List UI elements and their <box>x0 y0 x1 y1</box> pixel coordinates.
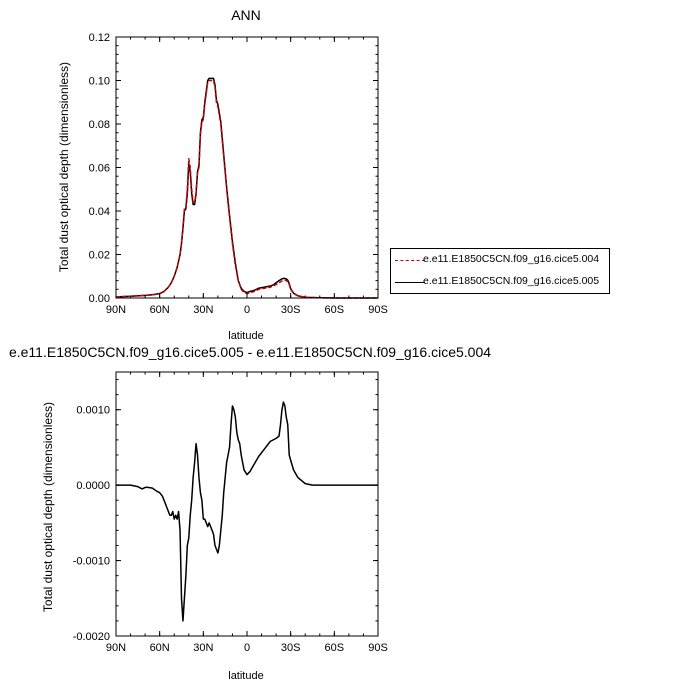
bottom-plot-frame <box>115 371 379 637</box>
bottom-x-tick-label: 60N <box>150 642 170 654</box>
top-panel: ANN Total dust optical depth (dimensionl… <box>57 7 388 342</box>
legend-item-005: e.e11.E1850C5CN.f09_g16.cice5.005 <box>391 273 609 293</box>
bottom-x-tick-label: 30S <box>281 642 301 654</box>
bottom-x-tick-label: 60S <box>325 642 345 654</box>
top-y-tick-label: 0.12 <box>89 32 110 44</box>
bottom-panel: e.e11.E1850C5CN.f09_g16.cice5.005 - e.e1… <box>9 344 491 682</box>
legend-swatch-solid-black <box>395 282 425 283</box>
top-y-axis-label: Total dust optical depth (dimensionless) <box>57 62 71 272</box>
top-legend: e.e11.E1850C5CN.f09_g16.cice5.004 e.e11.… <box>390 248 610 294</box>
bottom-y-tick-label: -0.0020 <box>73 631 110 643</box>
top-y-tick-label: 0.02 <box>89 250 110 262</box>
top-x-tick-label: 30S <box>281 304 301 316</box>
bottom-axis-ticks: 90N 60N 30N 0 30S 60S 90S -0.0020 -0.0010 0.0000 0… <box>73 372 388 654</box>
bottom-y-tick-label: 0.0010 <box>76 405 110 417</box>
bottom-chart-title: e.e11.E1850C5CN.f09_g16.cice5.005 - e.e1… <box>9 344 491 360</box>
top-x-axis-label: latitude <box>228 330 263 342</box>
top-plot-frame <box>115 36 379 299</box>
top-y-tick-label: 0.00 <box>89 293 110 305</box>
top-x-tick-label: 90N <box>106 304 126 316</box>
bottom-x-tick-label: 0 <box>244 642 250 654</box>
top-y-tick-label: 0.10 <box>89 76 110 88</box>
top-chart-title: ANN <box>231 7 261 23</box>
legend-label-004: e.e11.E1850C5CN.f09_g16.cice5.004 <box>423 253 600 265</box>
top-y-tick-label: 0.04 <box>89 206 110 218</box>
bottom-x-tick-label: 90N <box>106 642 126 654</box>
bottom-y-tick-label: -0.0010 <box>73 556 110 568</box>
top-series-line-1 <box>115 77 378 299</box>
top-x-tick-label: 0 <box>244 304 250 316</box>
bottom-x-tick-label: 90S <box>368 642 388 654</box>
bottom-y-tick-label: 0.0000 <box>76 480 110 492</box>
bottom-x-tick-label: 30N <box>193 642 213 654</box>
top-x-tick-label: 60S <box>325 304 345 316</box>
bottom-series-line-0 <box>116 401 378 622</box>
legend-label-005: e.e11.E1850C5CN.f09_g16.cice5.005 <box>423 275 600 287</box>
bottom-series-group <box>116 401 378 622</box>
legend-swatch-dashed-red <box>395 260 425 261</box>
legend-item-004: e.e11.E1850C5CN.f09_g16.cice5.004 <box>391 251 609 271</box>
top-axis-ticks: 90N 60N 30N 0 30S 60S 90S 0.00 0.02 0.04 0.06 0.08 0… <box>89 32 388 316</box>
top-x-tick-label: 60N <box>150 304 170 316</box>
bottom-y-axis-label: Total dust optical depth (dimensionless) <box>41 402 55 612</box>
top-y-tick-label: 0.06 <box>89 163 110 175</box>
top-series-group <box>115 77 378 299</box>
bottom-x-axis-label: latitude <box>228 670 263 682</box>
top-series-line-0 <box>115 79 378 299</box>
top-x-tick-label: 30N <box>193 304 213 316</box>
top-y-tick-label: 0.08 <box>89 119 110 131</box>
top-x-tick-label: 90S <box>368 304 388 316</box>
